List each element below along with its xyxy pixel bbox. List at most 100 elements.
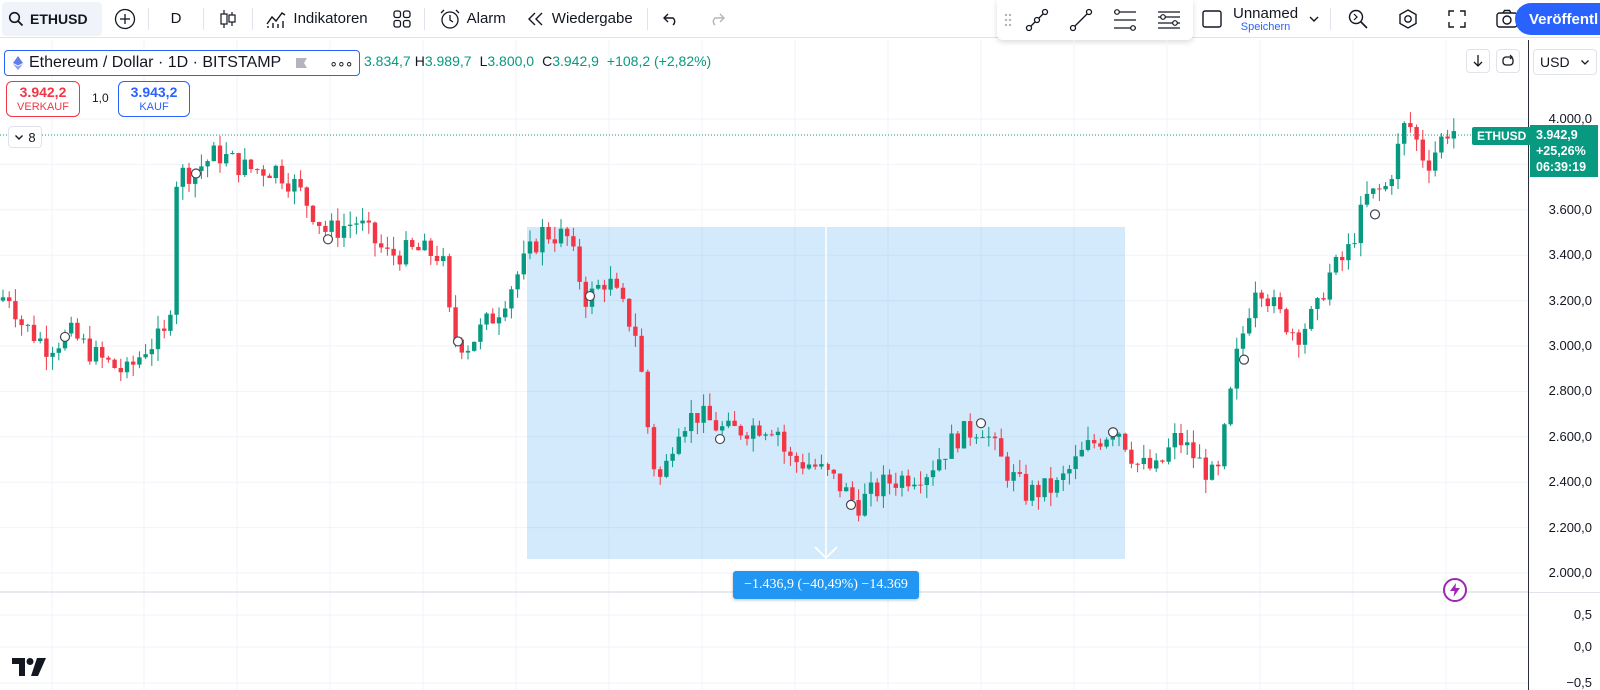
candle-body (317, 222, 322, 226)
measure-tool-label[interactable]: −1.436,9 (−40,49%) −14.369 (733, 571, 919, 599)
candle-body (1315, 298, 1320, 309)
event-marker (1107, 427, 1119, 438)
quick-search-icon (1348, 9, 1368, 29)
toolbar-divider (203, 7, 205, 30)
undo-icon (662, 13, 675, 26)
bar-countdown: 06:39:19 (1536, 160, 1587, 174)
grid-icon (392, 9, 411, 28)
reset-scale-button[interactable] (1496, 49, 1520, 73)
candle-body (961, 421, 967, 449)
symbol-search-button[interactable]: ETHUSD (2, 1, 102, 36)
toolbar-divider (423, 7, 425, 30)
candle-body (658, 469, 663, 477)
ethereum-icon (13, 56, 23, 70)
last-price-change: +25,26% (1536, 144, 1586, 158)
fib-channel-tool[interactable] (1149, 3, 1189, 37)
redo-button[interactable] (694, 0, 740, 38)
settings-button[interactable] (1383, 0, 1433, 38)
candle-body (806, 464, 812, 469)
candle-body (1278, 297, 1283, 310)
candle-body (1333, 256, 1339, 273)
candle-body (825, 464, 830, 470)
candle-body (372, 222, 378, 244)
candle-body (620, 287, 626, 299)
alert-label: Alarm (466, 10, 506, 27)
rectangle-tool-button[interactable] (1195, 0, 1229, 38)
candle-body (496, 317, 502, 324)
scroll-to-latest-button[interactable] (1466, 49, 1490, 73)
currency-select[interactable]: USD (1533, 49, 1597, 75)
candle-body (763, 434, 768, 436)
candle-body (1439, 136, 1444, 153)
candle-body (465, 350, 471, 353)
symbol-legend[interactable]: Ethereum / Dollar · 1D · BITSTAMP ∘∘∘ (4, 50, 360, 76)
layout-menu-button[interactable] (1302, 0, 1330, 38)
more-options-icon[interactable]: ∘∘∘ (329, 54, 353, 71)
candle-body (1389, 179, 1394, 187)
compare-symbol-button[interactable] (102, 0, 148, 38)
replay-button[interactable]: Wiedergabe (516, 0, 647, 38)
candle-body (831, 469, 836, 474)
flag-icon[interactable] (295, 57, 309, 69)
candle-body (720, 426, 725, 431)
candle-body (391, 248, 396, 256)
ray-tool[interactable] (1061, 3, 1101, 37)
price-axis-label: 2.000,0 (1548, 565, 1592, 580)
interval-button[interactable]: D (149, 0, 204, 38)
candle-body (360, 220, 365, 224)
candle-body (1290, 332, 1295, 334)
candle-body (862, 493, 867, 516)
indicators-button[interactable]: Indikatoren (253, 0, 379, 38)
close-group: C3.942,9 (542, 53, 599, 69)
undo-button[interactable] (648, 0, 694, 38)
redo-icon (712, 13, 725, 26)
indicators-collapse-button[interactable]: 8 (8, 126, 42, 148)
measure-arrow-head (814, 546, 838, 560)
candle-body (1185, 442, 1190, 446)
candlestick-chart[interactable] (0, 40, 1528, 690)
templates-button[interactable] (380, 0, 424, 38)
top-toolbar: ETHUSD D Indikatoren Alarm Wiedergabe (0, 0, 1600, 38)
candle-body (354, 223, 359, 225)
fib-retracement-tool[interactable] (1105, 3, 1145, 37)
chart-pane[interactable] (0, 40, 1528, 690)
chart-type-button[interactable] (204, 0, 252, 38)
drag-handle-icon[interactable] (1003, 12, 1013, 28)
trend-line-tool[interactable] (1017, 3, 1057, 37)
quick-search-button[interactable] (1331, 0, 1383, 38)
chevron-down-icon (15, 134, 24, 140)
candle-body (410, 240, 415, 247)
buy-button[interactable]: 3.943,2 KAUF (118, 81, 190, 117)
candle-body (248, 159, 254, 170)
candle-body (217, 145, 223, 164)
candle-body (329, 220, 334, 232)
candle-body (968, 421, 973, 438)
candle-body (1017, 472, 1022, 474)
candle-body (137, 357, 142, 365)
candle-body (503, 308, 508, 318)
sell-button[interactable]: 3.942,2 VERKAUF (6, 81, 80, 117)
candle-body (124, 361, 130, 373)
candle-body (906, 475, 911, 487)
price-axis-label: 2.400,0 (1548, 474, 1592, 490)
fullscreen-button[interactable] (1433, 0, 1481, 38)
ray-line-icon (1069, 8, 1093, 32)
candle-body (633, 326, 638, 336)
publish-button[interactable]: Veröffentl (1515, 3, 1600, 35)
candle-body (775, 431, 781, 436)
bolt-icon (1450, 583, 1460, 597)
alert-button[interactable]: Alarm (425, 0, 516, 38)
favorite-drawings-panel (997, 0, 1193, 40)
layout-name-button[interactable]: Unnamed Speichern (1233, 6, 1298, 33)
indicator-axis-label: 0,0 (1573, 639, 1592, 654)
candle-body (273, 165, 278, 179)
lightning-icon[interactable] (1443, 578, 1467, 602)
tradingview-logo[interactable] (12, 658, 46, 676)
candle-body (527, 241, 533, 254)
candle-body (695, 413, 700, 423)
candle-body (1352, 243, 1357, 245)
candle-body (1197, 457, 1202, 459)
candle-body (44, 338, 49, 357)
candle-body (515, 274, 520, 290)
fib-retracement-icon (1114, 9, 1136, 31)
